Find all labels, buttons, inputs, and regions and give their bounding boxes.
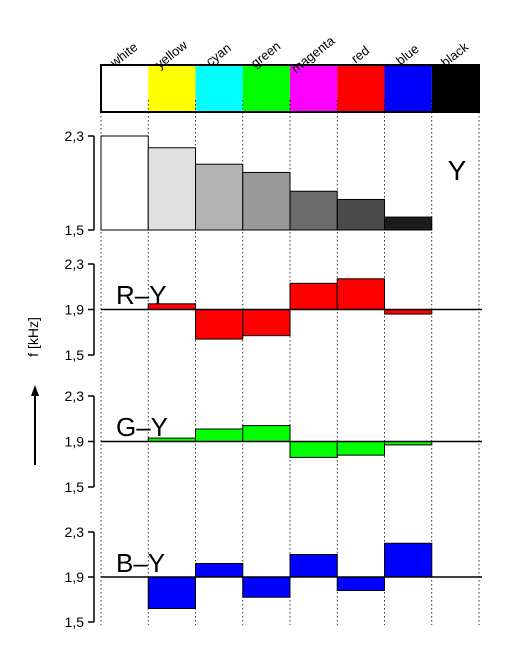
swatch-cyan [195, 65, 243, 112]
bar-R-Y-green [242, 309, 291, 337]
vertical-gridlines [100, 100, 480, 625]
swatch-red [337, 65, 385, 112]
panel-label-G-Y: G–Y [116, 412, 168, 442]
panel-Y: 2,3 1,5 Y [65, 128, 467, 238]
bar-R-Y-red [336, 278, 385, 311]
category-label-red: red [348, 43, 372, 66]
y-tick-label: 2,3 [65, 256, 85, 272]
bar-G-Y-green [242, 425, 291, 443]
bar-B-Y-red [336, 576, 385, 591]
bar-Y-cyan [195, 163, 244, 231]
bar-R-Y-cyan [195, 309, 244, 340]
bar-B-Y-magenta [289, 554, 338, 578]
color-swatch-row [100, 64, 480, 113]
bar-Y-yellow [147, 147, 196, 231]
bar-Y-blue [384, 216, 433, 231]
y-tick-label: 1,5 [65, 614, 85, 630]
panel-label-Y: Y [448, 155, 467, 186]
bar-B-Y-cyan [195, 563, 244, 578]
bar-B-Y-blue [384, 542, 433, 578]
panel-label-B-Y: B–Y [116, 548, 165, 578]
bar-R-Y-magenta [289, 282, 338, 310]
swatch-green [242, 65, 290, 112]
panel-G-Y: 2,3 1,9 1,5 G–Y [65, 388, 482, 495]
bar-G-Y-cyan [195, 428, 244, 442]
swatch-yellow [148, 65, 196, 112]
y-tick-label: 2,3 [65, 128, 85, 144]
y-tick-label: 1,5 [65, 347, 85, 363]
panel-B-Y: 2,3 1,9 1,5 B–Y [65, 524, 482, 630]
y-axis-label: f [kHz] [25, 317, 41, 357]
bar-B-Y-yellow [147, 576, 196, 609]
panels: 2,3 1,5 Y 2,3 1,9 1,5 R–Y 2,3 1,9 1,5 G–Y 2,3 1,9 1,5… [65, 128, 482, 630]
bar-Y-white [100, 135, 149, 231]
bar-Y-green [242, 171, 291, 231]
y-tick-label: 1,9 [65, 434, 85, 450]
bar-G-Y-red [336, 441, 385, 456]
swatch-blue [384, 65, 432, 112]
y-tick-label: 1,5 [65, 222, 85, 238]
bar-G-Y-magenta [289, 441, 338, 458]
swatch-magenta [290, 65, 338, 112]
y-tick-label: 1,5 [65, 479, 85, 495]
swatch-white [101, 65, 149, 112]
y-tick-label: 1,9 [65, 302, 85, 318]
y-tick-label: 1,9 [65, 569, 85, 585]
panel-label-R-Y: R–Y [116, 280, 167, 310]
panel-R-Y: 2,3 1,9 1,5 R–Y [65, 256, 482, 363]
y-axis-arrow [31, 385, 39, 465]
y-tick-label: 2,3 [65, 388, 85, 404]
bar-Y-magenta [289, 190, 338, 231]
swatch-black [431, 65, 479, 112]
bar-B-Y-green [242, 576, 291, 598]
y-tick-label: 2,3 [65, 524, 85, 540]
category-label-blue: blue [393, 41, 422, 68]
bar-Y-red [336, 198, 385, 231]
